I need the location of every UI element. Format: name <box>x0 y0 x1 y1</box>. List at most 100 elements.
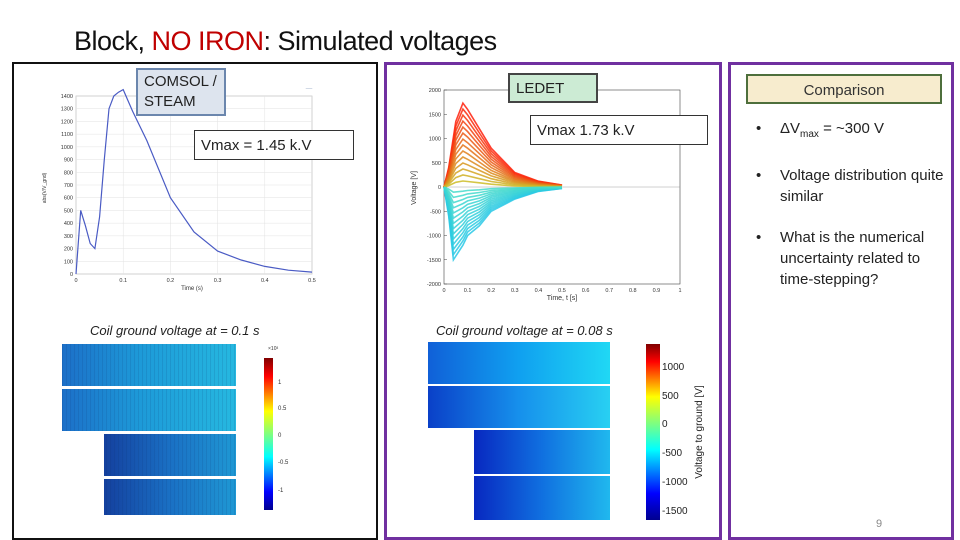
comsol-x-tick-label: 0.5 <box>308 278 316 284</box>
ledet-x-tick-label: 0.8 <box>629 288 637 294</box>
ledet-x-tick-label: 0.4 <box>535 288 543 294</box>
bullet-delta-v: • ΔVmax = ~300 V <box>752 118 948 145</box>
comsol-y-tick-label: 700 <box>64 183 73 189</box>
comsol-y-tick-label: 1100 <box>61 132 73 138</box>
ledet-x-tick-label: 0.2 <box>487 288 495 294</box>
ledet-y-tick-label: -1000 <box>427 234 441 240</box>
comsol-x-tick-label: 0.4 <box>261 278 269 284</box>
ledet-colorbar-label: Voltage to ground [V] <box>694 385 705 479</box>
ledet-heatmap-caption: Coil ground voltage at = 0.08 s <box>436 323 613 338</box>
comparison-panel <box>728 62 954 540</box>
ledet-colorbar-tick: -500 <box>662 448 682 459</box>
comsol-y-label: abs(V/V_gnd) <box>42 172 48 203</box>
page-number: 9 <box>876 518 883 530</box>
comsol-colorbar-tick: 1 <box>278 380 282 386</box>
comsol-heatmap-row-grid <box>62 344 236 386</box>
comsol-y-tick-label: 200 <box>64 247 73 253</box>
comsol-x-tick-label: 0 <box>74 278 77 284</box>
ledet-x-tick-label: 1 <box>678 288 681 294</box>
comsol-colorbar-tick: 0.5 <box>278 406 287 412</box>
comsol-x-tick-label: 0.2 <box>167 278 175 284</box>
bullet-distribution-text: Voltage distribution quite similar <box>780 167 944 205</box>
bullet-marker: • <box>756 167 762 184</box>
title-suffix: : Simulated voltages <box>263 26 498 56</box>
ledet-x-tick-label: 0.6 <box>582 288 590 294</box>
comparison-header: Comparison <box>746 74 942 104</box>
ledet-y-tick-label: -1500 <box>427 258 441 264</box>
comsol-panel <box>12 62 378 540</box>
bullet-marker: • <box>756 229 762 246</box>
comsol-y-tick-label: 100 <box>64 259 73 265</box>
bullet-delta-v-sub: max <box>800 129 819 140</box>
title-prefix: Block, <box>74 26 152 56</box>
comsol-heatmap-row-grid <box>104 434 236 476</box>
comsol-heatmap-row-grid <box>104 479 236 515</box>
comsol-voltage-chart: 0 100 200 300 400 500 600 700 800 900 1000 1100 1200… <box>42 88 316 292</box>
comsol-x-tick-label: 0.1 <box>119 278 127 284</box>
ledet-panel <box>384 62 722 540</box>
ledet-colorbar-tick: -1000 <box>662 477 688 488</box>
title-highlight: NO IRON <box>151 26 265 56</box>
comsol-label-line1: COMSOL / <box>144 73 217 90</box>
comsol-y-tick-label: 300 <box>64 234 73 240</box>
comsol-y-tick-label: 800 <box>64 170 73 176</box>
ledet-y-tick-label: 500 <box>432 161 441 167</box>
ledet-x-tick-label: 0.9 <box>653 288 661 294</box>
comsol-y-tick-label: 0 <box>70 272 73 278</box>
comsol-colorbar-tick: -0.5 <box>278 460 289 466</box>
ledet-heatmap-row <box>474 476 610 520</box>
comsol-y-tick-label: 900 <box>64 158 73 164</box>
ledet-x-tick-label: 0.1 <box>464 288 472 294</box>
ledet-y-tick-label: 2000 <box>429 88 441 94</box>
ledet-series-line <box>443 186 563 194</box>
ledet-label: LEDET <box>508 73 598 103</box>
comsol-y-tick-label: 500 <box>64 208 73 214</box>
comsol-colorbar-tick: 0 <box>278 433 282 439</box>
bullet-uncertainty: • What is the numerical uncertainty relat… <box>752 227 948 290</box>
bullet-delta-v-prefix: ΔV <box>780 120 801 137</box>
ledet-x-ticks: 0 0.1 0.2 0.3 0.4 0.5 0.6 0.7 0.8 0.9 1 <box>442 288 681 294</box>
ledet-y-label: Voltage [V] <box>411 171 418 205</box>
comsol-label-line2: STEAM <box>144 93 196 110</box>
comsol-vmax-box: Vmax = 1.45 k.V <box>194 130 354 160</box>
ledet-series-group <box>443 101 563 263</box>
ledet-vmax-box: Vmax 1.73 k.V <box>530 115 708 145</box>
comsol-x-label: Time (s) <box>181 286 203 292</box>
ledet-x-tick-label: 0.5 <box>558 288 566 294</box>
ledet-y-tick-label: -2000 <box>427 282 441 288</box>
ledet-y-tick-label: 0 <box>438 185 441 191</box>
ledet-voltage-chart: 2000 1500 1000 500 0 -500 -1000 -1500 -2000 0 0.1… <box>411 88 682 302</box>
slide-title: Block, NO IRON: Simulated voltages <box>74 26 497 57</box>
comsol-y-tick-label: 1400 <box>61 94 73 100</box>
comparison-bullet-list: • ΔVmax = ~300 V • Voltage distribution qu… <box>752 118 948 310</box>
ledet-x-label: Time, t [s] <box>547 295 578 302</box>
ledet-y-tick-label: 1000 <box>429 137 441 143</box>
comsol-heatmap: ×10³ 1 0.5 0 -0.5 -1 <box>62 344 289 515</box>
comsol-heatmap-row-grid <box>62 389 236 431</box>
bullet-delta-v-suffix: = ~300 V <box>818 120 884 137</box>
comsol-y-tick-label: 1000 <box>61 145 73 151</box>
ledet-y-ticks: 2000 1500 1000 500 0 -500 -1000 -1500 -2000 <box>427 88 680 288</box>
ledet-x-tick-label: 0 <box>442 288 445 294</box>
comsol-y-ticks: 0 100 200 300 400 500 600 700 800 900 1000 1100 1200… <box>61 94 73 278</box>
ledet-heatmap-row <box>428 342 610 384</box>
ledet-colorbar-tick: 500 <box>662 391 679 402</box>
comsol-x-tick-label: 0.3 <box>214 278 222 284</box>
ledet-heatmap: 1000 500 0 -500 -1000 -1500 Voltage to g… <box>428 342 705 520</box>
comsol-heatmap-caption: Coil ground voltage at = 0.1 s <box>90 323 260 338</box>
ledet-x-tick-label: 0.7 <box>605 288 613 294</box>
comsol-colorbar-tick: -1 <box>278 488 284 494</box>
ledet-y-tick-label: 1500 <box>429 112 441 118</box>
comsol-series-line <box>75 88 313 275</box>
ledet-heatmap-row <box>474 430 610 474</box>
comsol-y-tick-label: 400 <box>64 221 73 227</box>
comsol-colorbar-exponent: ×10³ <box>268 346 278 352</box>
ledet-y-tick-label: -500 <box>430 209 441 215</box>
comsol-colorbar <box>264 358 273 510</box>
ledet-colorbar-tick: 1000 <box>662 362 685 373</box>
ledet-colorbar-tick: -1500 <box>662 506 688 517</box>
comsol-y-tick-label: 1300 <box>61 107 73 113</box>
bullet-uncertainty-text: What is the numerical uncertainty relate… <box>780 229 925 288</box>
ledet-series-line <box>443 180 563 188</box>
comsol-y-tick-label: 600 <box>64 196 73 202</box>
